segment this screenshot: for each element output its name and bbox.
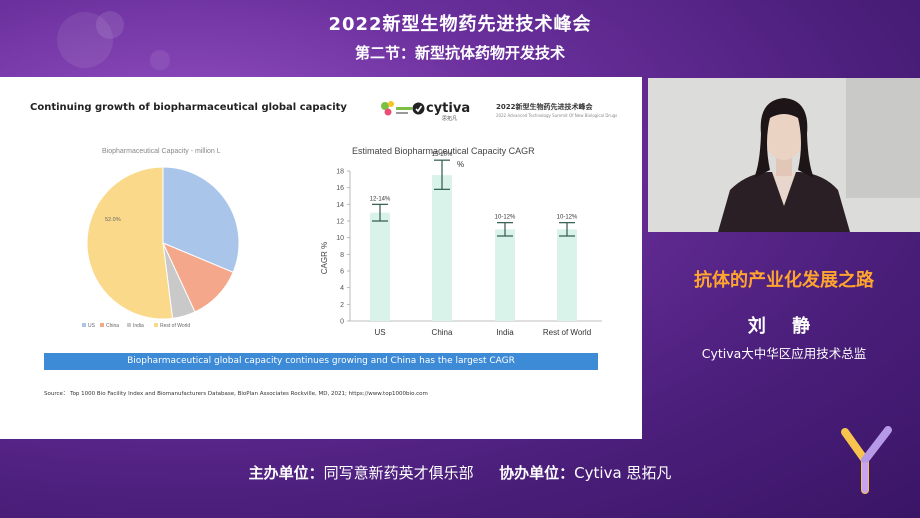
bar-title: Estimated Biopharmaceutical Capacity CAG… bbox=[352, 146, 535, 156]
x-tick-label-us: US bbox=[374, 328, 385, 337]
x-tick-label-india: India bbox=[496, 328, 514, 337]
bar-annotation: % bbox=[457, 160, 464, 169]
y-tick-label: 10 bbox=[336, 235, 344, 242]
source-citation: Source： Top 1000 Bio Facility Index and … bbox=[44, 391, 428, 397]
legend-label-rest-of-world: Rest of World bbox=[160, 323, 190, 329]
speaker-silhouette bbox=[648, 78, 920, 232]
host-value: 同写意新药英才俱乐部 bbox=[323, 464, 474, 482]
conclusion-banner: Biopharmaceutical global capacity contin… bbox=[44, 353, 598, 370]
y-tick-label: 4 bbox=[340, 285, 344, 292]
pie-title: Biopharmaceutical Capacity - million L bbox=[102, 148, 221, 155]
y-tick-label: 16 bbox=[336, 185, 344, 192]
legend-label-us: US bbox=[88, 323, 96, 329]
talk-title: 抗体的产业化发展之路 bbox=[694, 270, 874, 291]
cytiva-logo-icon bbox=[412, 102, 425, 115]
data-label-rest-of-world: 10-12% bbox=[557, 215, 578, 221]
bar-india bbox=[495, 229, 515, 321]
cagr-bar-chart: Estimated Biopharmaceutical Capacity CAG… bbox=[320, 146, 602, 337]
co-host-label: 协办单位： bbox=[499, 464, 575, 482]
legend-swatch-china bbox=[100, 323, 104, 327]
bar-rest-of-world bbox=[557, 229, 577, 321]
x-tick-label-china: China bbox=[432, 328, 453, 337]
slide-title: Continuing growth of biopharmaceutical g… bbox=[30, 102, 347, 113]
cytiva-logo-sub: 思拓凡 bbox=[442, 116, 458, 122]
bar-china bbox=[432, 175, 452, 321]
y-tick-label: 12 bbox=[336, 219, 344, 226]
pie-slice-rest-of-world bbox=[86, 166, 174, 320]
y-tick-label: 8 bbox=[340, 252, 344, 259]
presentation-slide: Continuing growth of biopharmaceutical g… bbox=[0, 77, 642, 439]
summit-logo-sub: 2022 Advanced Technology Summit Of New B… bbox=[496, 113, 618, 118]
legend-swatch-rest-of-world bbox=[154, 323, 158, 327]
y-tick-label: 14 bbox=[336, 202, 344, 209]
co-host-value: Cytiva 思拓凡 bbox=[574, 464, 672, 482]
pie-data-label-rest-of-world: 52.0% bbox=[105, 217, 121, 223]
antibody-icon bbox=[841, 426, 892, 494]
legend-label-china: China bbox=[106, 323, 119, 329]
session-subtitle: 第二节：新型抗体药物开发技术 bbox=[354, 44, 565, 62]
y-tick-label: 0 bbox=[340, 319, 344, 326]
slide-logos: cytiva 思拓凡 2022新型生物药先进技术峰会 2022 Advanced… bbox=[378, 99, 618, 123]
organizers-footer: 主办单位：同写意新药英才俱乐部 协办单位：Cytiva 思拓凡 bbox=[0, 462, 920, 483]
legend-swatch-india bbox=[127, 323, 131, 327]
bar-us bbox=[370, 212, 390, 321]
y-tick-label: 6 bbox=[340, 269, 344, 276]
data-label-india: 10-12% bbox=[495, 215, 516, 221]
x-tick-label-rest-of-world: Rest of World bbox=[543, 328, 591, 337]
cytiva-logo-text: cytiva bbox=[426, 101, 471, 116]
club-logo-icon bbox=[381, 101, 412, 116]
legend-swatch-us bbox=[82, 323, 86, 327]
y-tick-label: 2 bbox=[340, 302, 344, 309]
speaker-video bbox=[648, 78, 920, 232]
event-title: 2022新型生物药先进技术峰会 bbox=[328, 14, 592, 35]
bar-ylabel: CAGR % bbox=[320, 242, 329, 274]
speaker-name: 刘 静 bbox=[747, 316, 821, 337]
host-label: 主办单位： bbox=[248, 464, 324, 482]
pie-slice-us bbox=[162, 166, 240, 273]
legend-label-india: India bbox=[133, 323, 144, 329]
capacity-pie-chart: Biopharmaceutical Capacity - million L 3… bbox=[82, 148, 240, 329]
summit-logo-text: 2022新型生物药先进技术峰会 bbox=[496, 103, 593, 111]
data-label-china: 15-20% bbox=[432, 152, 453, 158]
y-tick-label: 18 bbox=[336, 169, 344, 176]
data-label-us: 12-14% bbox=[370, 196, 391, 202]
speaker-role: Cytiva大中华区应用技术总监 bbox=[701, 346, 867, 361]
